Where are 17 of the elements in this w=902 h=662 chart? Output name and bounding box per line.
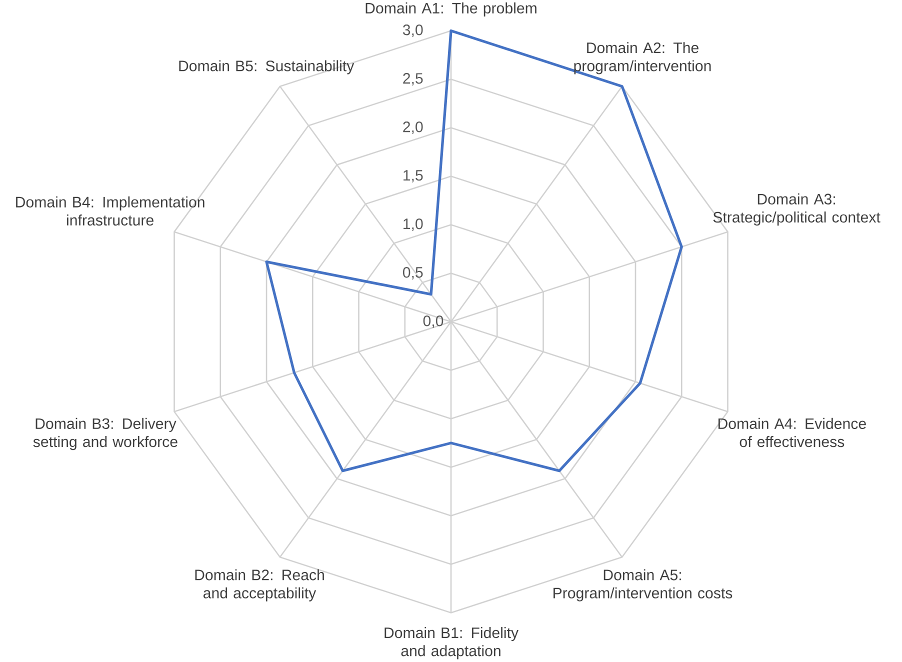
y-tick-label: 0,5 bbox=[402, 267, 423, 280]
spoke-label: Domain B3: Delivery setting and workforce bbox=[33, 418, 178, 450]
y-tick-label: 0,0 bbox=[423, 316, 444, 328]
spoke-label: Domain A1: The problem bbox=[366, 2, 536, 17]
spoke-label: Domain A4: Evidence of effectiveness bbox=[718, 418, 866, 448]
y-tick-label: 3,0 bbox=[402, 24, 423, 38]
spoke-label: Domain B2: Reach and acceptability bbox=[195, 569, 324, 602]
spoke-label: Domain A3: Strategic/political context bbox=[713, 194, 880, 226]
y-tick-label: 2,5 bbox=[403, 73, 423, 86]
y-tick-label: 1,5 bbox=[404, 170, 423, 183]
spoke-label: Domain B5: Sustainability bbox=[179, 60, 354, 74]
y-tick-label: 1,0 bbox=[404, 218, 423, 232]
spoke-label: Domain B1: Fidelity and adaptation bbox=[384, 627, 518, 660]
y-tick-label: 2,0 bbox=[403, 122, 423, 134]
spoke-label: Domain B4: Implementation infrastructure bbox=[16, 196, 204, 226]
spoke-label: Domain A5: Program/intervention costs bbox=[554, 569, 732, 602]
spoke-label: Domain A2: The program/intervention bbox=[574, 42, 711, 74]
